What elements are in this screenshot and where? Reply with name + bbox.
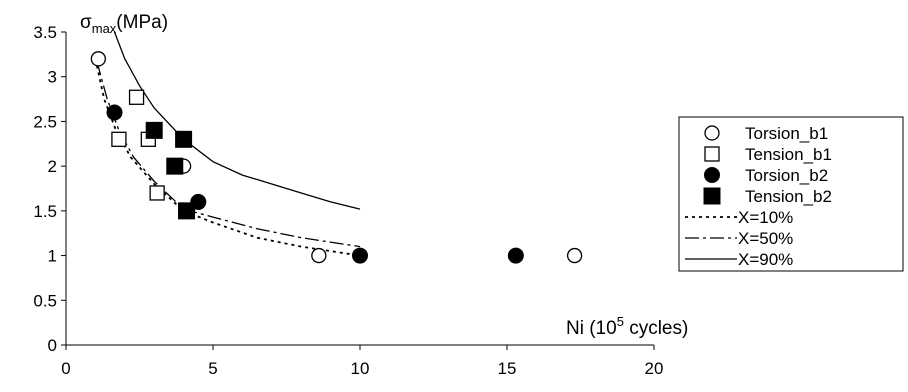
x-axis-label: Ni (105 cycles) bbox=[566, 314, 688, 339]
x-tick-label: 15 bbox=[498, 359, 517, 378]
x-ticks: 0 5 10 15 20 bbox=[61, 345, 663, 378]
y-tick-label: 0 bbox=[48, 336, 57, 355]
series-line-x-90 bbox=[113, 31, 361, 210]
series-line-x-50 bbox=[96, 61, 361, 248]
y-axis-label: σmax(MPa) bbox=[80, 12, 168, 36]
x-tick-label: 0 bbox=[61, 359, 70, 378]
series-markers bbox=[90, 51, 583, 264]
legend: Torsion_b1 Tension_b1 Torsion_b2 Tension_b2… bbox=[678, 116, 904, 272]
data-point-torsion-b2 bbox=[507, 247, 524, 264]
data-point-tension-b1 bbox=[128, 89, 145, 105]
legend-swatch-torsion-b1 bbox=[704, 125, 720, 141]
data-point-tension-b2 bbox=[175, 130, 193, 148]
data-point-tension-b2 bbox=[145, 121, 163, 139]
data-point-tension-b2 bbox=[178, 202, 196, 220]
legend-label-torsion-b2: Torsion_b2 bbox=[745, 166, 828, 185]
legend-label-x-90: X=90% bbox=[738, 250, 793, 269]
data-point-torsion-b2 bbox=[106, 104, 123, 121]
legend-label-x-10: X=10% bbox=[738, 208, 793, 227]
data-point-tension-b1 bbox=[149, 185, 165, 201]
y-tick-label: 3.5 bbox=[33, 23, 57, 42]
y-ticks: 0 0.5 1 1.5 2 2.5 3 3.5 bbox=[33, 23, 66, 355]
legend-label-x-50: X=50% bbox=[738, 229, 793, 248]
legend-swatch-tension-b1 bbox=[704, 146, 720, 162]
y-tick-label: 2 bbox=[48, 157, 57, 176]
y-tick-label: 3 bbox=[48, 68, 57, 87]
data-point-torsion-b2 bbox=[352, 247, 368, 264]
series-lines bbox=[94, 31, 361, 257]
y-tick-label: 2.5 bbox=[33, 112, 57, 131]
legend-swatch-torsion-b2 bbox=[704, 167, 720, 183]
y-tick-label: 0.5 bbox=[33, 291, 57, 310]
legend-label-tension-b1: Tension_b1 bbox=[745, 145, 832, 164]
x-tick-label: 5 bbox=[208, 359, 217, 378]
data-point-torsion-b1 bbox=[90, 51, 106, 67]
y-tick-label: 1.5 bbox=[33, 202, 57, 221]
x-tick-label: 10 bbox=[351, 359, 370, 378]
legend-label-torsion-b1: Torsion_b1 bbox=[745, 124, 828, 143]
series-line-x-10 bbox=[94, 58, 361, 257]
legend-label-tension-b2: Tension_b2 bbox=[745, 187, 832, 206]
data-point-tension-b1 bbox=[111, 131, 127, 147]
data-point-torsion-b1 bbox=[566, 247, 583, 264]
legend-swatch-tension-b2 bbox=[703, 187, 721, 205]
x-tick-label: 20 bbox=[645, 359, 664, 378]
y-tick-label: 1 bbox=[48, 247, 57, 266]
data-point-tension-b2 bbox=[166, 157, 184, 175]
data-point-torsion-b1 bbox=[311, 247, 327, 264]
